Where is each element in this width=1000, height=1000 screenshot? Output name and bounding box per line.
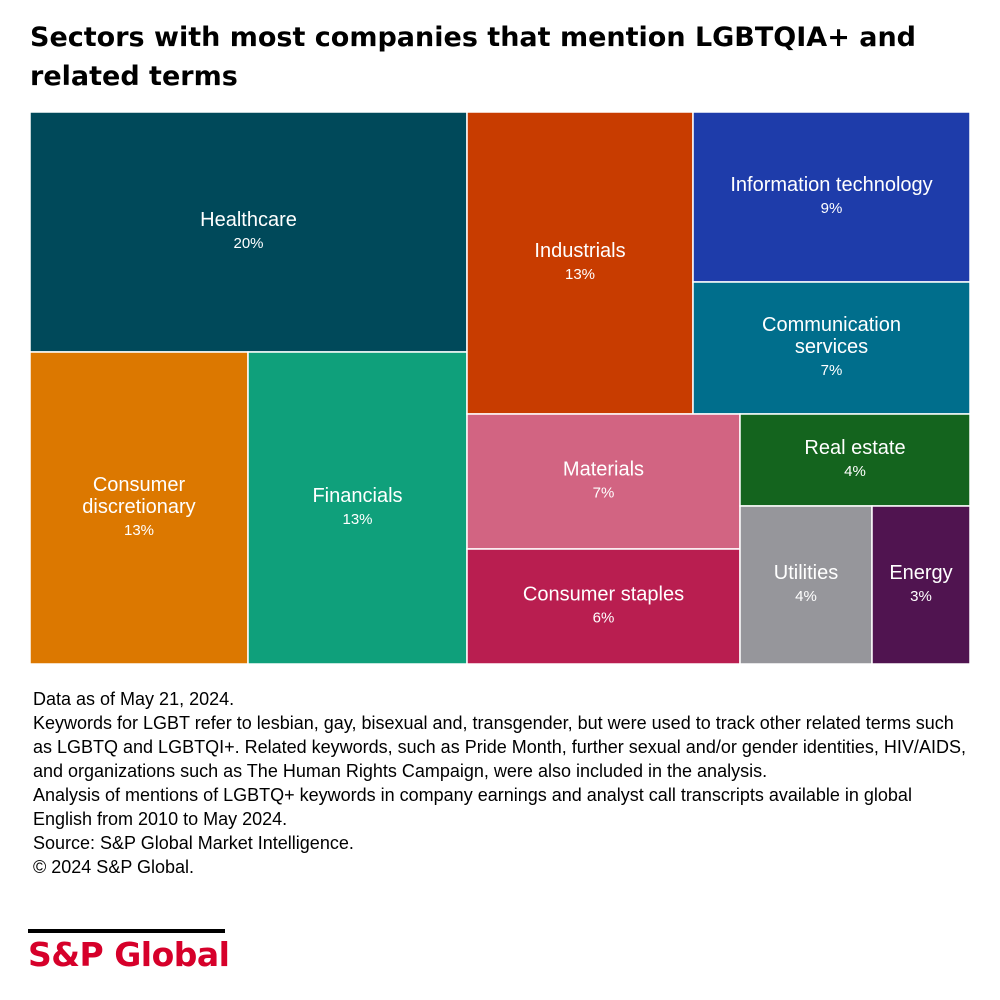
tile-rect-communication-services xyxy=(692,281,970,415)
tile-label-materials: Materials xyxy=(563,459,644,481)
tile-label-healthcare: Healthcare xyxy=(200,209,297,231)
tile-value-industrials: 13% xyxy=(565,266,595,283)
tile-label-energy: Energy xyxy=(889,562,952,584)
tile-value-consumer-discretionary: 13% xyxy=(124,522,154,539)
tile-value-materials: 7% xyxy=(593,485,615,502)
tile-label-information-technology: Information technology xyxy=(730,174,932,196)
tile-value-financials: 13% xyxy=(342,511,372,528)
tile-consumer-staples: Consumer staples 6% xyxy=(466,548,741,664)
tile-energy: Energy 3% xyxy=(871,505,970,664)
tile-label-communication-services-2: services xyxy=(795,336,868,358)
tile-real-estate: Real estate 4% xyxy=(739,413,970,507)
tile-value-consumer-staples: 6% xyxy=(593,610,615,627)
tile-rect-healthcare xyxy=(30,112,468,353)
tile-value-energy: 3% xyxy=(910,588,932,605)
tile-value-utilities: 4% xyxy=(795,588,817,605)
note-date: Data as of May 21, 2024. xyxy=(33,689,235,709)
tile-value-healthcare: 20% xyxy=(233,235,263,252)
tile-label-financials: Financials xyxy=(312,485,402,507)
tile-label-consumer-staples: Consumer staples xyxy=(523,584,684,606)
tile-healthcare: Healthcare 20% xyxy=(30,112,468,353)
tile-label-communication-services-1: Communication xyxy=(762,314,901,336)
chart-title: Sectors with most companies that mention… xyxy=(30,22,916,92)
tile-rect-utilities xyxy=(739,505,873,664)
tile-utilities: Utilities 4% xyxy=(739,505,873,664)
tile-materials: Materials 7% xyxy=(466,413,741,550)
treemap-chart: Healthcare20%Consumerdiscretionary13%Fin… xyxy=(30,112,970,664)
tile-rect-industrials xyxy=(466,112,694,415)
note-source: Source: S&P Global Market Intelligence. xyxy=(33,833,354,853)
tile-rect-financials xyxy=(247,351,468,664)
tile-label-utilities: Utilities xyxy=(774,562,838,584)
tile-value-communication-services: 7% xyxy=(821,362,843,379)
tile-financials: Financials 13% xyxy=(247,351,468,664)
chart-notes: Data as of May 21, 2024. Keywords for LG… xyxy=(33,687,968,879)
tile-value-information-technology: 9% xyxy=(821,200,843,217)
tile-value-real-estate: 4% xyxy=(844,463,866,480)
tile-label-consumer-discretionary-2: discretionary xyxy=(82,496,195,518)
note-keywords: Keywords for LGBT refer to lesbian, gay,… xyxy=(33,713,966,781)
tile-rect-materials xyxy=(466,413,741,550)
tile-rect-energy xyxy=(871,505,970,664)
tile-information-technology: Information technology 9% xyxy=(692,112,970,283)
tile-label-consumer-discretionary-1: Consumer xyxy=(93,474,186,496)
sp-global-logo: S&P Global xyxy=(28,929,230,975)
tile-rect-information-technology xyxy=(692,112,970,283)
logo-text: S&P Global xyxy=(28,935,230,974)
tile-label-real-estate: Real estate xyxy=(804,437,905,459)
tile-label-industrials: Industrials xyxy=(534,240,625,262)
logo-bar xyxy=(28,929,225,933)
tile-rect-real-estate xyxy=(739,413,970,507)
note-copyright: © 2024 S&P Global. xyxy=(33,857,195,877)
tile-rect-consumer-discretionary xyxy=(30,351,249,664)
note-analysis: Analysis of mentions of LGBTQ+ keywords … xyxy=(33,785,912,829)
tile-industrials: Industrials 13% xyxy=(466,112,694,415)
tile-rect-consumer-staples xyxy=(466,548,741,664)
